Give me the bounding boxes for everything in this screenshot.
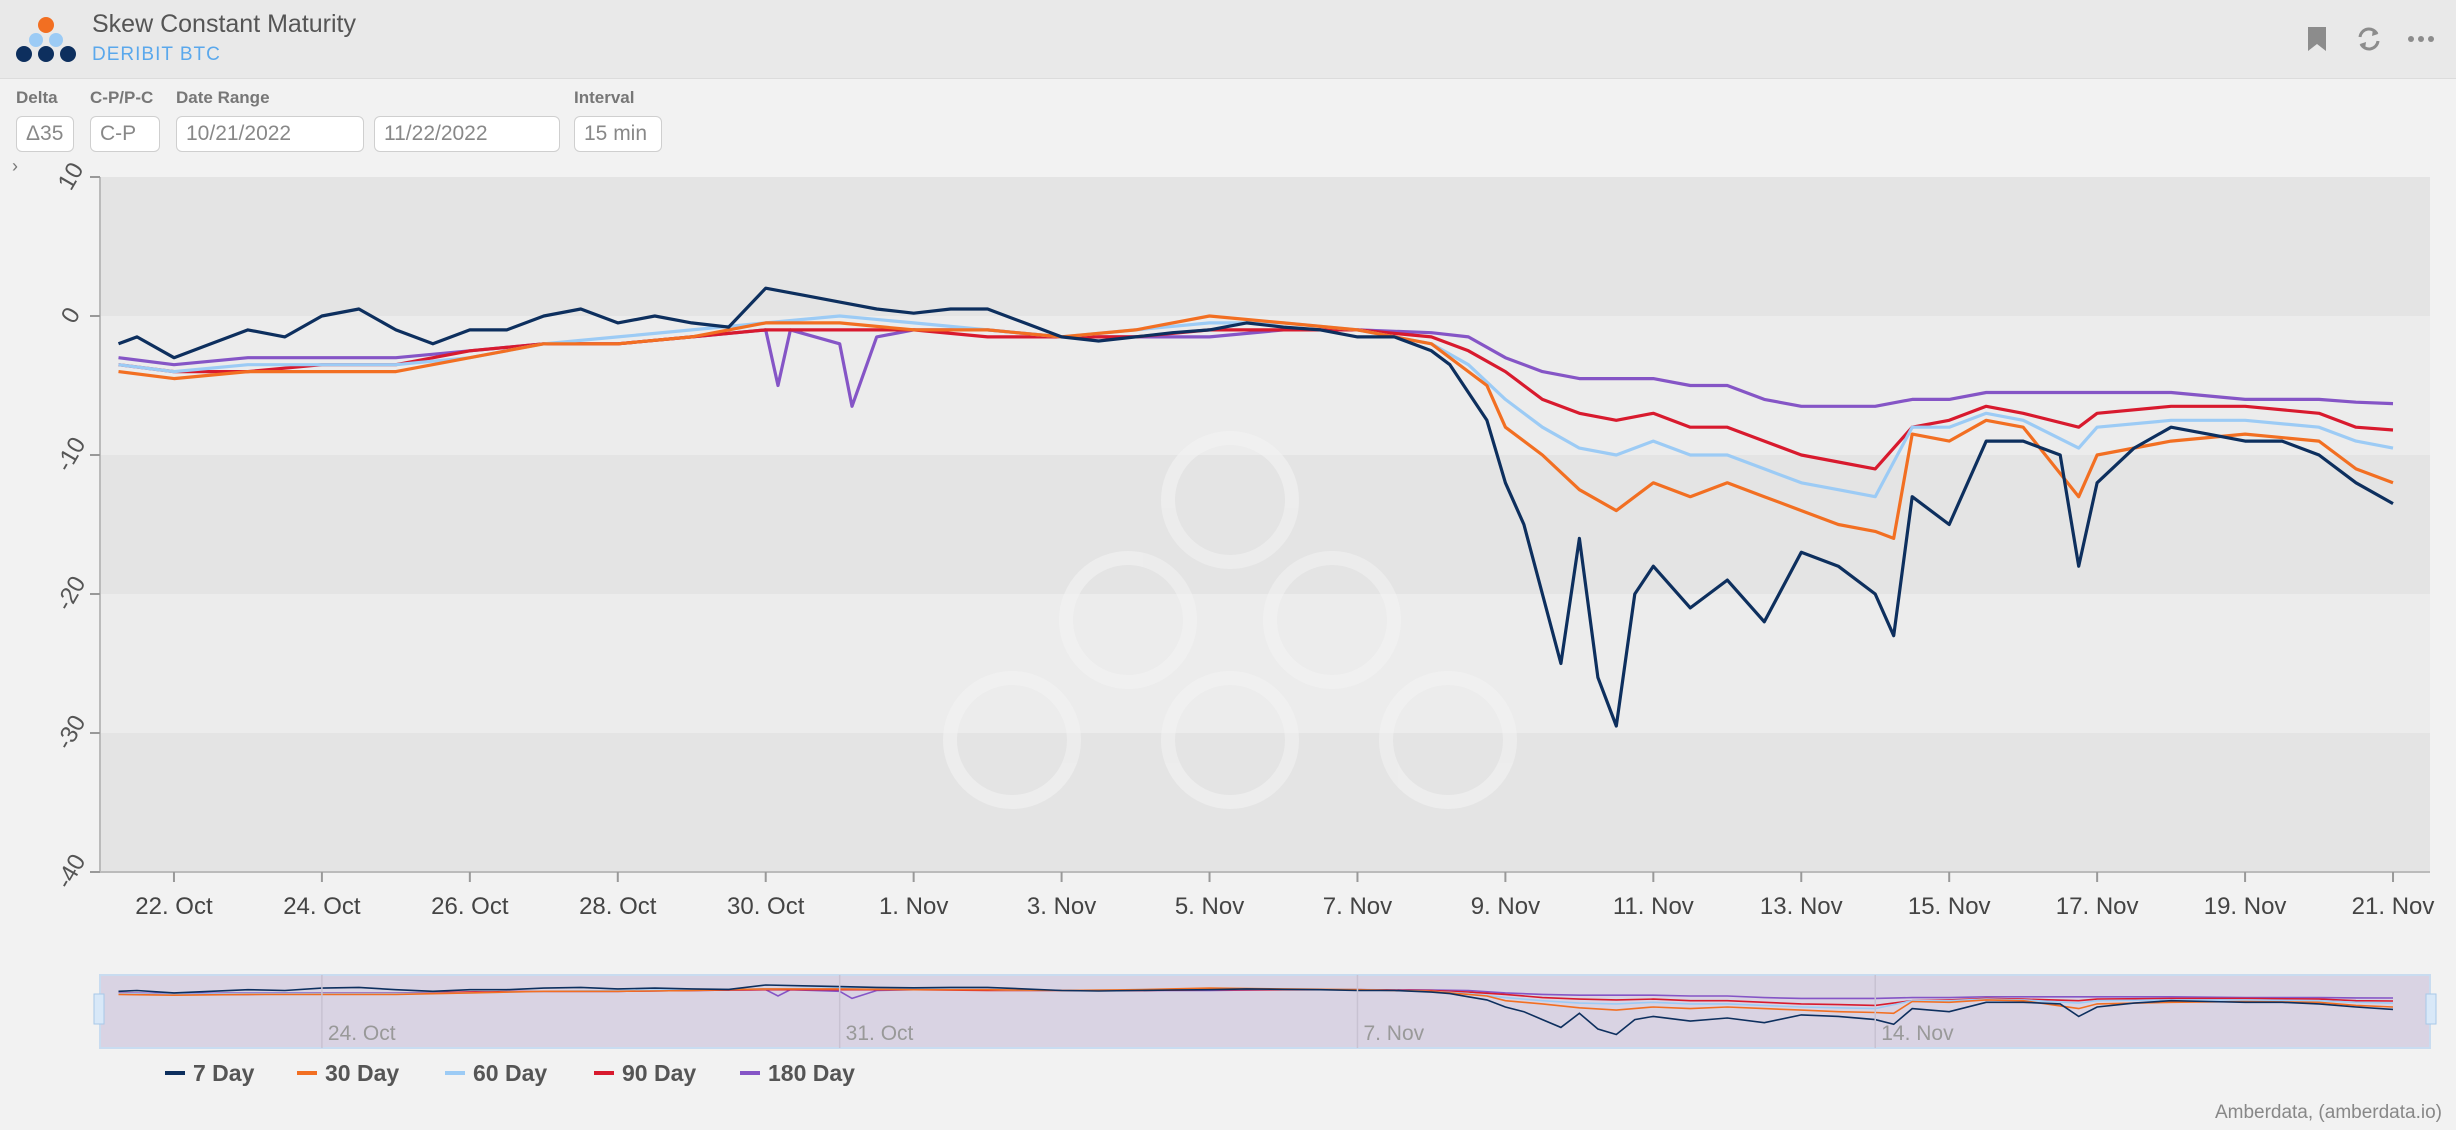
widget-title: Skew Constant Maturity bbox=[92, 10, 356, 38]
x-tick-label: 13. Nov bbox=[1760, 893, 1843, 920]
interval-select[interactable]: 15 min bbox=[574, 116, 662, 152]
y-tick-label: 10 bbox=[53, 160, 90, 195]
legend-item[interactable]: 7 Day bbox=[165, 1060, 255, 1086]
navigator-tick-label: 31. Oct bbox=[846, 1022, 914, 1045]
credit-text: Amberdata, (amberdata.io) bbox=[2214, 1102, 2442, 1123]
x-tick-label: 19. Nov bbox=[2204, 893, 2287, 920]
x-tick-label: 17. Nov bbox=[2056, 893, 2139, 920]
navigator-series bbox=[118, 987, 2394, 1015]
y-tick-label: -20 bbox=[51, 572, 92, 616]
navigator-tick-label: 24. Oct bbox=[328, 1022, 396, 1045]
y-tick-label: -10 bbox=[51, 433, 92, 477]
amberdata-logo bbox=[16, 17, 76, 62]
legend-label: 7 Day bbox=[193, 1060, 255, 1086]
legend-label: 60 Day bbox=[473, 1060, 547, 1086]
legend-item[interactable]: 30 Day bbox=[297, 1060, 399, 1086]
skew-chart: 10 0 -10 -20 -30 -40 22. Oct 24. Oct 26. Oct 28.… bbox=[51, 160, 2437, 1086]
x-tick-label: 24. Oct bbox=[283, 893, 361, 920]
expand-chevron-icon[interactable]: › bbox=[12, 156, 18, 176]
x-tick-label: 21. Nov bbox=[2352, 893, 2435, 920]
delta-control: Delta Δ35 bbox=[16, 88, 74, 152]
date-range-label: Date Range bbox=[176, 88, 270, 107]
legend-item[interactable]: 90 Day bbox=[594, 1060, 696, 1086]
bookmark-icon[interactable] bbox=[2302, 24, 2332, 54]
x-tick-label: 3. Nov bbox=[1027, 893, 1096, 920]
delta-select[interactable]: Δ35 bbox=[16, 116, 74, 152]
x-tick-label: 30. Oct bbox=[727, 893, 805, 920]
interval-label: Interval bbox=[574, 88, 635, 107]
legend-item[interactable]: 180 Day bbox=[740, 1060, 855, 1086]
interval-control: Interval 15 min bbox=[574, 88, 662, 152]
y-tick-label: 0 bbox=[56, 303, 86, 328]
legend-label: 180 Day bbox=[768, 1060, 855, 1086]
x-tick-label: 28. Oct bbox=[579, 893, 657, 920]
chart-controls: Delta Δ35 C-P/P-C C-P Date Range 10/21/2… bbox=[0, 88, 900, 168]
series-line-30-day[interactable] bbox=[118, 314, 2394, 540]
cp-label: C-P/P-C bbox=[90, 88, 154, 107]
x-tick-label: 26. Oct bbox=[431, 893, 509, 920]
refresh-icon[interactable] bbox=[2354, 24, 2384, 54]
delta-label: Delta bbox=[16, 88, 58, 107]
watermark-logo bbox=[943, 431, 1517, 809]
widget-header: Skew Constant Maturity DERIBIT BTC bbox=[0, 0, 2456, 79]
start-date-input[interactable]: 10/21/2022 bbox=[176, 116, 364, 152]
y-tick-label: -40 bbox=[51, 850, 92, 894]
y-tick-label: -30 bbox=[51, 711, 92, 755]
navigator-handle-left[interactable] bbox=[93, 993, 105, 1025]
navigator-tick-label: 7. Nov bbox=[1363, 1022, 1424, 1045]
x-tick-label: 5. Nov bbox=[1175, 893, 1244, 920]
navigator-handle-right[interactable] bbox=[2425, 993, 2437, 1025]
x-tick-label: 7. Nov bbox=[1323, 893, 1392, 920]
date-range-control: Date Range 10/21/2022 11/22/2022 bbox=[176, 88, 560, 152]
cp-control: C-P/P-C C-P bbox=[90, 88, 160, 152]
series-line-7-day[interactable] bbox=[117, 286, 2394, 728]
x-tick-label: 22. Oct bbox=[135, 893, 213, 920]
legend-label: 30 Day bbox=[325, 1060, 399, 1086]
cp-select[interactable]: C-P bbox=[90, 116, 160, 152]
end-date-input[interactable]: 11/22/2022 bbox=[374, 116, 560, 152]
x-tick-label: 1. Nov bbox=[879, 893, 948, 920]
series-line-60-day[interactable] bbox=[118, 314, 2394, 499]
navigator-series bbox=[118, 984, 2394, 1036]
x-tick-label: 15. Nov bbox=[1908, 893, 1991, 920]
more-icon[interactable] bbox=[2406, 24, 2436, 54]
x-tick-label: 9. Nov bbox=[1471, 893, 1540, 920]
x-tick-label: 11. Nov bbox=[1613, 893, 1694, 920]
widget-subtitle: DERIBIT BTC bbox=[92, 44, 221, 65]
legend-label: 90 Day bbox=[622, 1060, 696, 1086]
navigator-selection[interactable] bbox=[99, 974, 2431, 1049]
legend-item[interactable]: 60 Day bbox=[445, 1060, 547, 1086]
navigator-tick-label: 14. Nov bbox=[1881, 1022, 1954, 1045]
